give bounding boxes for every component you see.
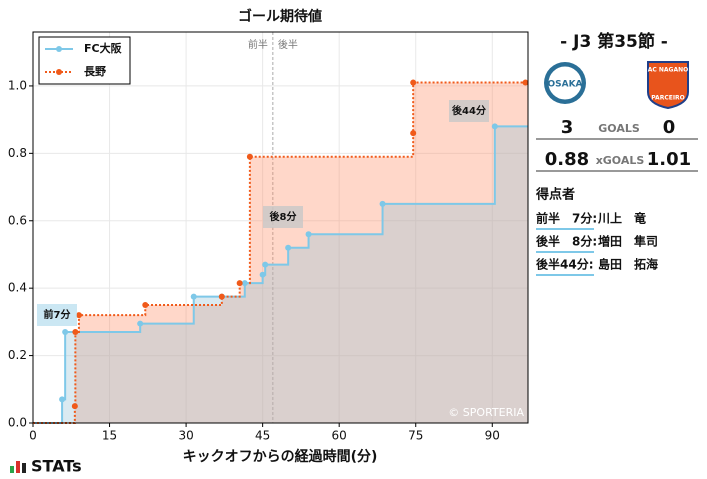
marker: [142, 302, 149, 309]
scorer-time: 後半 8分:: [536, 234, 597, 249]
chart-title: ゴール期待値: [238, 8, 322, 25]
y-tick-label: 0.0: [8, 416, 27, 430]
marker: [491, 123, 498, 130]
marker: [522, 79, 529, 86]
away-logo-text: PARCEIRO: [651, 95, 685, 102]
away-goals: 0: [663, 117, 676, 138]
marker: [72, 328, 79, 335]
marker: [285, 244, 292, 251]
brand-icon: [16, 461, 20, 473]
away-logo: [647, 61, 689, 110]
y-tick-label: 0.8: [8, 146, 27, 160]
legend-label: FC大阪: [84, 41, 123, 55]
scorer-time: 後半44分:: [536, 257, 594, 272]
y-tick-label: 0.2: [8, 348, 27, 362]
x-axis-label: キックオフからの経過時間(分): [183, 448, 378, 465]
brand: STATs: [31, 457, 82, 476]
x-tick-label: 45: [255, 429, 270, 443]
area: [33, 82, 528, 423]
marker: [71, 403, 78, 410]
marker: [246, 153, 253, 160]
x-tick-label: 90: [485, 429, 500, 443]
round: - J3 第35節 -: [560, 31, 668, 52]
x-tick-label: 15: [102, 429, 117, 443]
marker: [75, 312, 82, 319]
y-tick-label: 1.0: [8, 78, 27, 92]
annotation-box: [37, 304, 77, 326]
marker: [410, 79, 417, 86]
x-tick-label: 30: [178, 429, 193, 443]
marker: [190, 293, 197, 300]
marker: [236, 280, 243, 287]
credit: © SPORTERIA: [448, 406, 524, 419]
legend-marker: [56, 46, 62, 52]
legend-box: [38, 36, 131, 85]
area: [33, 126, 528, 424]
frame: [32, 31, 529, 424]
annotation-box: [263, 206, 303, 228]
scorer-name: 川上 竜: [597, 211, 646, 226]
home-xg: 0.88: [545, 149, 589, 170]
brand-icon: [10, 466, 14, 473]
marker: [259, 271, 266, 278]
scorers-title: 得点者: [535, 187, 575, 203]
home-logo-ring: [547, 65, 583, 101]
brand-icon: [22, 463, 26, 473]
xg-label: xGOALS: [596, 154, 645, 167]
scorer-time: 前半 7分:: [536, 211, 597, 226]
annotation: 後44分: [452, 104, 486, 117]
legend-marker: [56, 69, 62, 75]
home-goals: 3: [561, 117, 574, 138]
x-tick-label: 60: [332, 429, 347, 443]
scorer-name: 島田 拓海: [598, 257, 658, 272]
marker: [62, 328, 69, 335]
marker: [59, 396, 66, 403]
away-logo-text: AC NAGANO: [648, 67, 689, 74]
annotation-box: [449, 100, 489, 122]
halftime-label: 前半: [248, 38, 268, 51]
marker: [262, 261, 269, 268]
marker: [410, 130, 417, 137]
marker: [379, 200, 386, 207]
x-tick-label: 0: [29, 429, 37, 443]
away-xg: 1.01: [647, 149, 691, 170]
x-tick-label: 75: [408, 429, 423, 443]
scorer-name: 増田 隼司: [598, 234, 658, 249]
y-tick-label: 0.4: [8, 281, 27, 295]
marker: [241, 280, 248, 287]
marker: [218, 293, 225, 300]
home-logo-text: OSAKA: [547, 80, 582, 90]
halftime-label: 後半: [278, 38, 298, 51]
annotation: 後8分: [270, 210, 297, 223]
annotation: 前7分: [44, 308, 71, 321]
marker: [137, 320, 144, 327]
goals-label: GOALS: [598, 122, 640, 135]
marker: [305, 231, 312, 238]
legend-label: 長野: [84, 65, 106, 78]
y-tick-label: 0.6: [8, 213, 27, 227]
